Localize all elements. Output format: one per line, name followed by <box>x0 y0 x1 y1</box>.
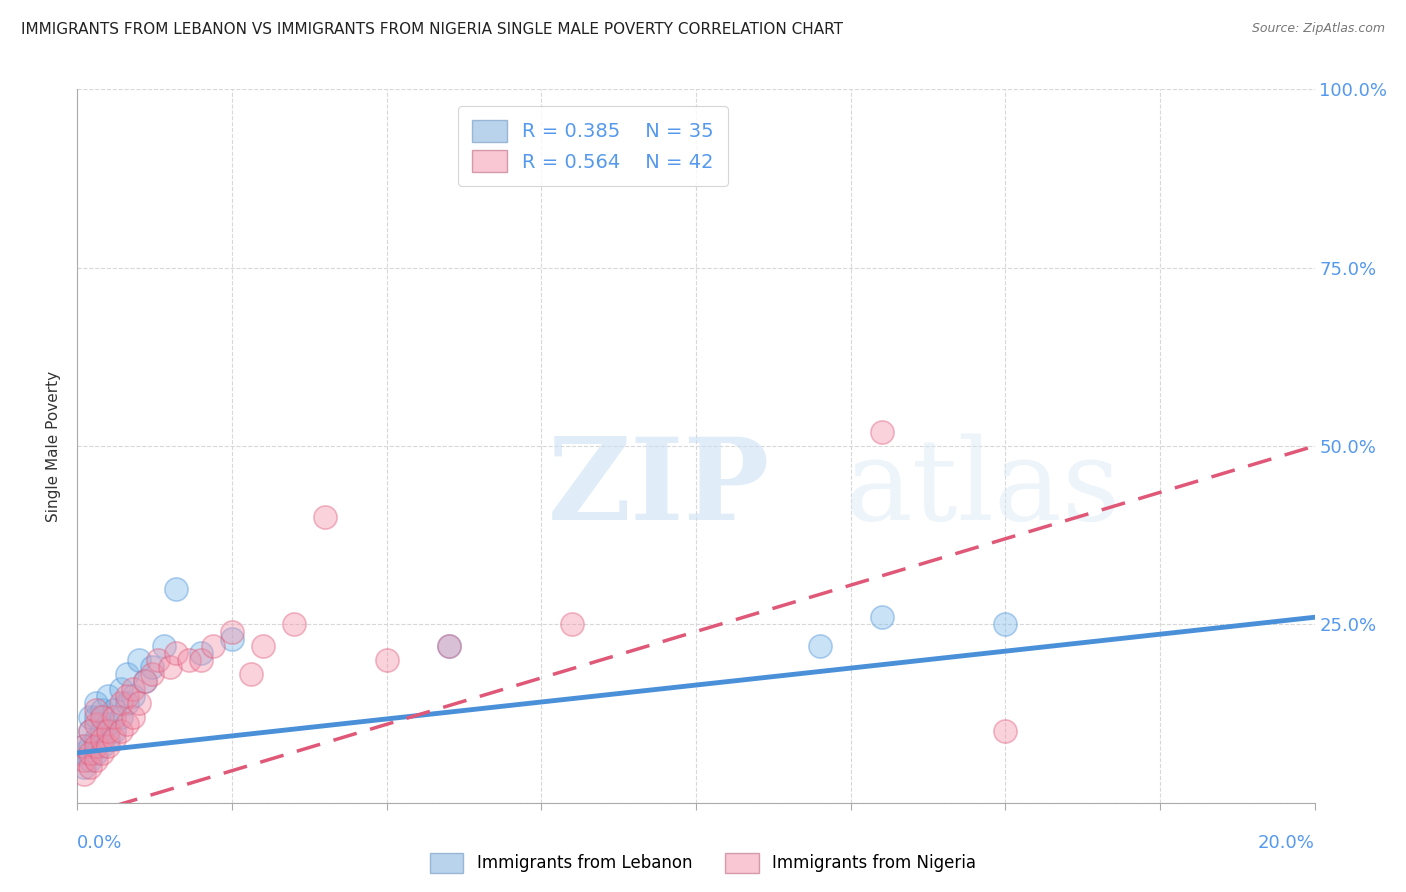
Point <box>122 681 145 696</box>
Point <box>221 624 243 639</box>
Point <box>141 660 163 674</box>
Point <box>79 753 101 767</box>
Point <box>84 710 107 724</box>
Point <box>375 653 398 667</box>
Point <box>91 746 114 760</box>
Point <box>122 689 145 703</box>
Point <box>134 674 156 689</box>
Point <box>128 696 150 710</box>
Point <box>153 639 176 653</box>
Point <box>994 617 1017 632</box>
Point <box>110 710 132 724</box>
Point <box>146 653 169 667</box>
Point <box>314 510 336 524</box>
Legend: R = 0.385    N = 35, R = 0.564    N = 42: R = 0.385 N = 35, R = 0.564 N = 42 <box>458 106 728 186</box>
Point <box>122 710 145 724</box>
Point <box>202 639 225 653</box>
Point <box>870 610 893 624</box>
Text: atlas: atlas <box>845 434 1121 544</box>
Point <box>159 660 181 674</box>
Point <box>239 667 262 681</box>
Point <box>808 639 831 653</box>
Point <box>72 753 94 767</box>
Point <box>72 739 94 753</box>
Point <box>79 760 101 774</box>
Text: 0.0%: 0.0% <box>77 834 122 852</box>
Point <box>84 703 107 717</box>
Text: IMMIGRANTS FROM LEBANON VS IMMIGRANTS FROM NIGERIA SINGLE MALE POVERTY CORRELATI: IMMIGRANTS FROM LEBANON VS IMMIGRANTS FR… <box>21 22 844 37</box>
Point <box>84 739 107 753</box>
Point <box>79 710 101 724</box>
Point <box>115 689 138 703</box>
Y-axis label: Single Male Poverty: Single Male Poverty <box>46 370 62 522</box>
Point <box>165 582 187 596</box>
Point <box>97 731 120 746</box>
Point <box>134 674 156 689</box>
Point <box>79 724 101 739</box>
Point <box>84 731 107 746</box>
Point <box>91 731 114 746</box>
Point <box>91 710 114 724</box>
Point <box>165 646 187 660</box>
Point <box>221 632 243 646</box>
Point <box>97 724 120 739</box>
Point <box>72 767 94 781</box>
Point <box>115 667 138 681</box>
Point <box>437 639 460 653</box>
Point <box>128 653 150 667</box>
Point <box>115 717 138 731</box>
Point <box>141 667 163 681</box>
Point <box>79 724 101 739</box>
Point <box>252 639 274 653</box>
Point <box>190 646 212 660</box>
Point <box>97 717 120 731</box>
Point <box>79 739 101 753</box>
Legend: Immigrants from Lebanon, Immigrants from Nigeria: Immigrants from Lebanon, Immigrants from… <box>423 847 983 880</box>
Point <box>103 710 125 724</box>
Point <box>177 653 200 667</box>
Point <box>994 724 1017 739</box>
Point <box>91 703 114 717</box>
Point <box>91 739 114 753</box>
Point <box>79 746 101 760</box>
Point <box>72 746 94 760</box>
Point <box>870 425 893 439</box>
Point <box>437 639 460 653</box>
Point <box>84 696 107 710</box>
Point <box>84 717 107 731</box>
Point <box>561 617 583 632</box>
Text: 20.0%: 20.0% <box>1258 834 1315 852</box>
Point <box>103 724 125 739</box>
Point <box>84 753 107 767</box>
Point <box>91 724 114 739</box>
Point <box>115 696 138 710</box>
Point <box>97 739 120 753</box>
Point <box>283 617 305 632</box>
Point <box>103 731 125 746</box>
Point <box>97 689 120 703</box>
Point <box>72 760 94 774</box>
Point <box>110 724 132 739</box>
Point <box>103 703 125 717</box>
Point <box>110 681 132 696</box>
Text: Source: ZipAtlas.com: Source: ZipAtlas.com <box>1251 22 1385 36</box>
Point <box>110 696 132 710</box>
Text: ZIP: ZIP <box>547 434 769 544</box>
Point <box>84 746 107 760</box>
Point <box>190 653 212 667</box>
Point <box>72 739 94 753</box>
